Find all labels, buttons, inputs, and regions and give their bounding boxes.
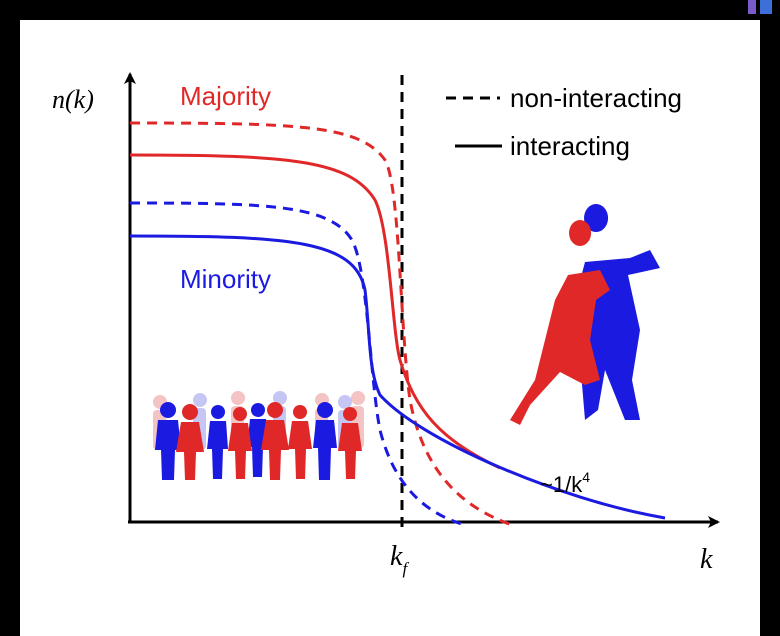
y-axis-label: n(k) [52,85,94,114]
legend-label: interacting [510,131,630,161]
fermi-label: kf [390,541,409,578]
x-axis-label: k [700,544,713,575]
legend-label: non-interacting [510,83,682,113]
majority-interacting-curve [129,153,501,470]
minority-interacting-curve [129,234,666,520]
corner-mark [760,0,772,14]
majority-label: Majority [180,81,271,111]
crowd [153,391,365,480]
minority-label: Minority [180,264,271,294]
majority-noninteracting-curve [129,121,513,527]
tail-label: ~1/k4 [540,469,590,497]
corner-mark [748,0,756,14]
dancers [510,204,660,425]
